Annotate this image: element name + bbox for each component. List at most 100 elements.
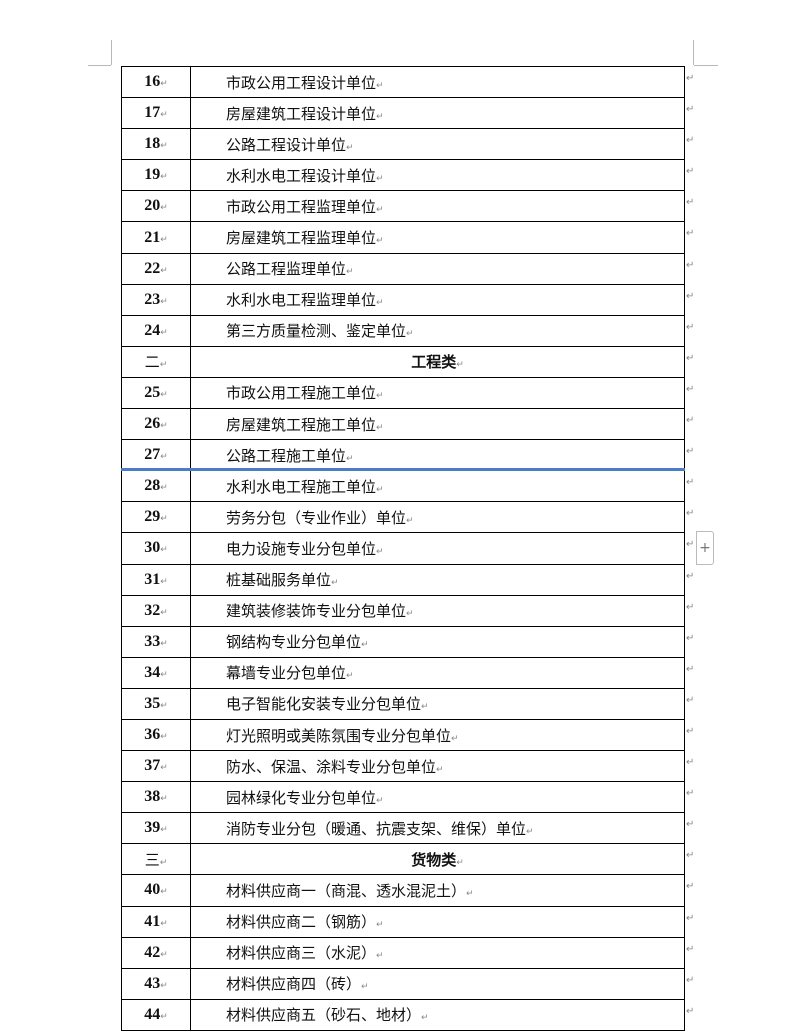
unit-name-cell[interactable]: 房屋建筑工程设计单位↵ ↵ — [190, 97, 694, 130]
unit-name-cell[interactable]: 货物类↵ ↵ — [190, 843, 694, 876]
table-row: 42↵ 材料供应商三（水泥）↵ ↵ — [121, 936, 694, 969]
table-row: 16↵ 市政公用工程设计单位↵ ↵ — [121, 65, 694, 99]
row-number-cell[interactable]: 32↵ — [121, 594, 191, 627]
paragraph-mark: ↵ — [160, 264, 168, 275]
unit-name-cell[interactable]: 材料供应商二（钢筋）↵ ↵ — [190, 905, 694, 938]
unit-name: 材料供应商一（商混、透水混泥土） — [226, 881, 467, 900]
unit-name-cell[interactable]: 水利水电工程设计单位↵ ↵ — [190, 159, 694, 192]
paragraph-mark: ↵ — [376, 391, 384, 402]
paragraph-mark: ↵ — [160, 109, 168, 120]
unit-name-cell[interactable]: 房屋建筑工程监理单位↵ ↵ — [190, 221, 694, 254]
row-number-cell[interactable]: 24↵ — [121, 314, 191, 347]
unit-name-cell[interactable]: 房屋建筑工程施工单位↵ ↵ — [190, 408, 694, 441]
row-number-cell[interactable]: 27↵ — [121, 439, 191, 472]
unit-name-cell[interactable]: 第三方质量检测、鉴定单位↵ ↵ — [190, 314, 694, 347]
paragraph-mark: ↵ — [451, 733, 459, 744]
row-number-cell[interactable]: 38↵ — [121, 781, 191, 814]
unit-name-cell[interactable]: 市政公用工程设计单位↵ ↵ — [190, 65, 694, 99]
row-number-cell[interactable]: 39↵ — [121, 812, 191, 845]
table-row: 39↵ 消防专业分包（暖通、抗震支架、维保）单位↵ ↵ — [121, 812, 694, 845]
add-row-button[interactable]: + — [696, 531, 714, 565]
row-number-cell[interactable]: 30↵ — [121, 532, 191, 565]
row-number-cell[interactable]: 22↵ — [121, 252, 191, 285]
paragraph-mark: ↵ — [160, 233, 168, 244]
row-number-cell[interactable]: 42↵ — [121, 936, 191, 969]
paragraph-mark: ↵ — [331, 578, 339, 589]
row-number-cell[interactable]: 23↵ — [121, 283, 191, 316]
unit-name: 材料供应商三（水泥） — [226, 944, 377, 963]
row-number-cell[interactable]: 21↵ — [121, 221, 191, 254]
unit-name-cell[interactable]: 市政公用工程施工单位↵ ↵ — [190, 376, 694, 410]
table-row: 24↵ 第三方质量检测、鉴定单位↵ ↵ — [121, 314, 694, 347]
row-number-cell[interactable]: 17↵ — [121, 97, 191, 130]
table-row: 28↵ 水利水电工程施工单位↵ ↵ — [121, 470, 694, 503]
unit-name-cell[interactable]: 劳务分包（专业作业）单位↵ ↵ — [190, 501, 694, 534]
unit-name: 房屋建筑工程设计单位 — [226, 104, 377, 123]
unit-name-cell[interactable]: 公路工程施工单位↵ ↵ — [190, 439, 694, 472]
row-number-cell[interactable]: 41↵ — [121, 905, 191, 938]
row-number-cell[interactable]: 33↵ — [121, 625, 191, 658]
unit-name-cell[interactable]: 建筑装修装饰专业分包单位↵ ↵ — [190, 594, 694, 627]
paragraph-mark: ↵ — [160, 699, 168, 710]
row-number-cell[interactable]: 40↵ — [121, 874, 191, 907]
row-number: 41 — [144, 912, 161, 930]
unit-name-cell[interactable]: 水利水电工程施工单位↵ ↵ — [190, 470, 694, 503]
unit-name-cell[interactable]: 材料供应商三（水泥）↵ ↵ — [190, 936, 694, 969]
unit-name: 市政公用工程施工单位 — [226, 384, 377, 403]
unit-name-cell[interactable]: 电力设施专业分包单位↵ ↵ — [190, 532, 694, 565]
row-number-cell[interactable]: 19↵ — [121, 159, 191, 192]
row-number-cell[interactable]: 29↵ — [121, 501, 191, 534]
row-number-cell[interactable]: 37↵ — [121, 750, 191, 783]
row-number-cell[interactable]: 26↵ — [121, 408, 191, 441]
row-number-cell[interactable]: 31↵ — [121, 563, 191, 596]
row-number-cell[interactable]: 43↵ — [121, 967, 191, 1000]
unit-name-cell[interactable]: 桩基础服务单位↵ ↵ — [190, 563, 694, 596]
paragraph-mark: ↵ — [376, 422, 384, 433]
page-corner-mark-left — [111, 40, 112, 65]
row-number-cell[interactable]: 18↵ — [121, 128, 191, 161]
unit-name-cell[interactable]: 钢结构专业分包单位↵ ↵ — [190, 625, 694, 658]
unit-name: 消防专业分包（暖通、抗震支架、维保）单位 — [226, 819, 527, 838]
table-row: 35↵ 电子智能化安装专业分包单位↵ ↵ — [121, 687, 694, 720]
row-number-cell[interactable]: 35↵ — [121, 687, 191, 720]
row-number-cell[interactable]: 二↵ — [121, 345, 191, 378]
row-number: 39 — [144, 819, 161, 837]
unit-name-cell[interactable]: 公路工程设计单位↵ ↵ — [190, 128, 694, 161]
row-number-cell[interactable]: 16↵ — [121, 65, 191, 99]
row-number: 19 — [144, 166, 161, 184]
unit-name-cell[interactable]: 材料供应商一（商混、透水混泥土）↵ ↵ — [190, 874, 694, 907]
paragraph-mark: ↵ — [526, 826, 534, 837]
unit-name-cell[interactable]: 电子智能化安装专业分包单位↵ ↵ — [190, 687, 694, 720]
unit-name-cell[interactable]: 灯光照明或美陈氛围专业分包单位↵ ↵ — [190, 718, 694, 752]
row-number-cell[interactable]: 20↵ — [121, 190, 191, 223]
unit-name-cell[interactable]: 防水、保温、涂料专业分包单位↵ ↵ — [190, 750, 694, 783]
row-number: 28 — [144, 477, 161, 495]
unit-name-cell[interactable]: 园林绿化专业分包单位↵ ↵ — [190, 781, 694, 814]
paragraph-mark: ↵ — [160, 731, 168, 742]
unit-name-cell[interactable]: 水利水电工程监理单位↵ ↵ — [190, 283, 694, 316]
row-number-cell[interactable]: 28↵ — [121, 470, 191, 503]
row-number-cell[interactable]: 25↵ — [121, 376, 191, 410]
unit-name-cell[interactable]: 工程类↵ ↵ — [190, 345, 694, 378]
row-end-mark: ↵ — [686, 788, 695, 800]
row-number-cell[interactable]: 36↵ — [121, 718, 191, 752]
unit-name-cell[interactable]: 材料供应商四（砖）↵ ↵ — [190, 967, 694, 1000]
row-number-cell[interactable]: 44↵ — [121, 998, 191, 1031]
page-corner-mark-right — [694, 65, 718, 66]
unit-name-cell[interactable]: 公路工程监理单位↵ ↵ — [190, 252, 694, 285]
table-row: 34↵ 幕墙专业分包单位↵ ↵ — [121, 656, 694, 689]
table-row: 33↵ 钢结构专业分包单位↵ ↵ — [121, 625, 694, 658]
unit-name-cell[interactable]: 幕墙专业分包单位↵ ↵ — [190, 656, 694, 689]
row-number-cell[interactable]: 34↵ — [121, 656, 191, 689]
row-number-cell[interactable]: 三↵ — [121, 843, 191, 876]
unit-name-cell[interactable]: 市政公用工程监理单位↵ ↵ — [190, 190, 694, 223]
row-number: 26 — [144, 415, 161, 433]
row-end-mark: ↵ — [686, 290, 695, 302]
paragraph-mark: ↵ — [160, 1010, 168, 1021]
table-row: 27↵ 公路工程施工单位↵ ↵ — [121, 439, 694, 472]
unit-name: 水利水电工程施工单位 — [226, 477, 377, 496]
paragraph-mark: ↵ — [346, 453, 354, 464]
row-end-mark: ↵ — [686, 850, 695, 862]
unit-name-cell[interactable]: 材料供应商五（砂石、地材）↵ ↵ — [190, 998, 694, 1031]
unit-name-cell[interactable]: 消防专业分包（暖通、抗震支架、维保）单位↵ ↵ — [190, 812, 694, 845]
